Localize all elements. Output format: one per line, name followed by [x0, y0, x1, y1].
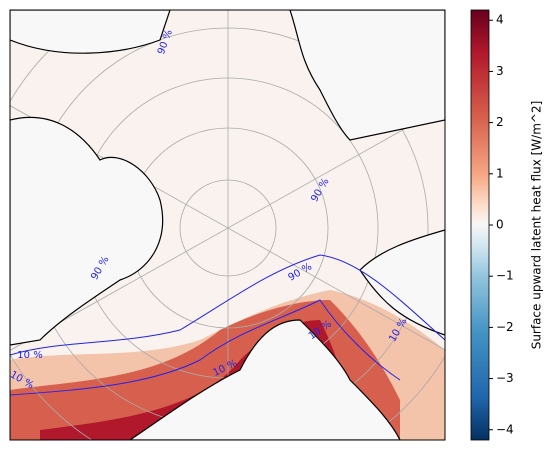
- contour-10: [10, 299, 401, 396]
- colorbar-tick-label: −3: [496, 371, 514, 385]
- colorbar-tick-label: 2: [496, 115, 504, 129]
- colorbar-tick-label: 1: [496, 166, 504, 180]
- map: [10, 10, 445, 440]
- colorbar-tick-label: −2: [496, 320, 514, 334]
- colorbar-tick-label: 0: [496, 218, 504, 232]
- colorbar-label: Surface upward latent heat flux [W/m^2]: [530, 101, 544, 350]
- colorbar-tick-label: 4: [496, 13, 504, 27]
- colorbar: [470, 9, 490, 441]
- colorbar-tick-label: −4: [496, 422, 514, 436]
- contour-90: [10, 254, 445, 356]
- colorbar-tick-label: 3: [496, 64, 504, 78]
- map-frame: [9, 9, 446, 441]
- contour-label: 10 %: [17, 350, 42, 361]
- colorbar-tick-label: −1: [496, 269, 514, 283]
